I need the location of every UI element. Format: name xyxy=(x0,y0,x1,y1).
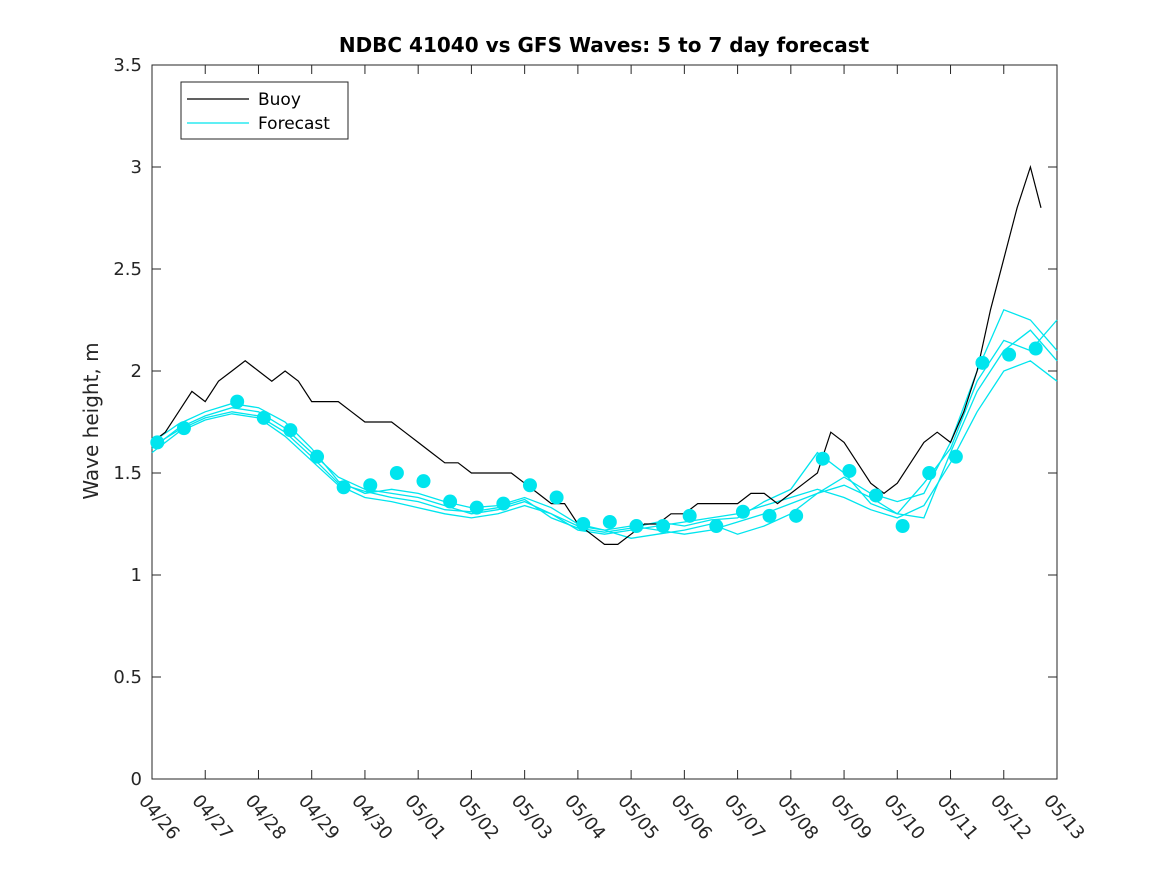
legend-box xyxy=(180,81,349,140)
x-tick-label: 05/08 xyxy=(773,791,822,844)
forecast-marker xyxy=(948,449,963,464)
forecast-marker xyxy=(842,463,857,478)
forecast-marker xyxy=(336,480,351,495)
forecast-marker xyxy=(310,449,325,464)
legend: Buoy Forecast xyxy=(180,81,349,140)
plot-area: 0 0.5 1 1.5 2 2.5 3 3.5 04/26 04/27 04/28 04/29 04/3… xyxy=(113,55,1088,844)
forecast-marker xyxy=(230,394,245,409)
forecast-marker xyxy=(656,519,671,534)
forecast-marker xyxy=(416,474,431,489)
forecast-marker xyxy=(815,451,830,466)
x-tick-label: 05/02 xyxy=(454,791,503,844)
forecast-marker xyxy=(150,435,165,450)
x-tick-label: 05/10 xyxy=(879,791,928,844)
forecast-line xyxy=(151,308,1058,539)
forecast-marker xyxy=(522,478,537,493)
y-tick-label: 0.5 xyxy=(113,667,142,688)
forecast-marker xyxy=(629,519,644,534)
forecast-marker xyxy=(1028,341,1043,356)
x-tick-label: 05/04 xyxy=(560,791,609,844)
x-tick-label: 05/12 xyxy=(986,791,1035,844)
forecast-marker xyxy=(549,490,564,505)
forecast-marker xyxy=(363,478,378,493)
forecast-marker xyxy=(895,519,910,534)
forecast-marker xyxy=(283,423,298,438)
forecast-marker xyxy=(1002,347,1017,362)
y-tick-label: 3 xyxy=(131,157,142,178)
forecast-marker xyxy=(869,488,883,503)
x-tick-label: 04/26 xyxy=(134,791,183,844)
x-tick-label: 05/13 xyxy=(1039,791,1088,844)
chart-title: NDBC 41040 vs GFS Waves: 5 to 7 day fore… xyxy=(339,33,870,57)
y-tick-label: 2.5 xyxy=(113,259,142,280)
x-tick-label: 04/28 xyxy=(241,791,290,844)
x-tick-label: 05/06 xyxy=(667,791,716,844)
legend-label: Forecast xyxy=(258,114,330,134)
x-tick-label: 05/05 xyxy=(613,791,662,844)
forecast-line xyxy=(151,319,1058,533)
x-tick-label: 04/27 xyxy=(187,791,236,844)
forecast-marker xyxy=(602,514,617,529)
y-tick-label: 1.5 xyxy=(113,463,142,484)
forecast-marker xyxy=(443,494,458,509)
forecast-marker xyxy=(469,500,484,515)
forecast-marker xyxy=(922,466,937,480)
forecast-marker xyxy=(789,508,804,523)
legend-label: Buoy xyxy=(258,90,301,110)
y-axis-label: Wave height, m xyxy=(79,342,103,499)
forecast-marker xyxy=(709,519,724,534)
forecast-marker xyxy=(735,504,750,519)
y-tick-label: 0 xyxy=(131,769,142,790)
forecast-marker xyxy=(389,466,404,480)
forecast-marker xyxy=(256,410,271,425)
x-tick-label: 05/07 xyxy=(720,791,769,844)
buoy-line xyxy=(151,164,1042,546)
forecast-marker xyxy=(576,517,591,531)
x-tick-label: 04/30 xyxy=(347,791,396,844)
y-tick-label: 3.5 xyxy=(113,55,142,76)
forecast-marker xyxy=(975,355,990,370)
y-tick-label: 1 xyxy=(131,565,142,586)
x-tick-label: 05/09 xyxy=(826,791,875,844)
x-tick-label: 05/03 xyxy=(507,791,556,844)
x-tick-label: 04/29 xyxy=(294,791,343,844)
forecast-marker xyxy=(176,421,191,436)
forecast-line xyxy=(151,360,1058,535)
forecast-marker xyxy=(496,496,511,511)
axes-box xyxy=(151,64,1058,780)
y-tick-label: 2 xyxy=(131,361,142,382)
x-tick-label: 05/01 xyxy=(400,791,449,844)
x-tick-label: 05/11 xyxy=(933,791,982,844)
forecast-marker xyxy=(762,508,777,523)
forecast-marker xyxy=(682,508,697,523)
